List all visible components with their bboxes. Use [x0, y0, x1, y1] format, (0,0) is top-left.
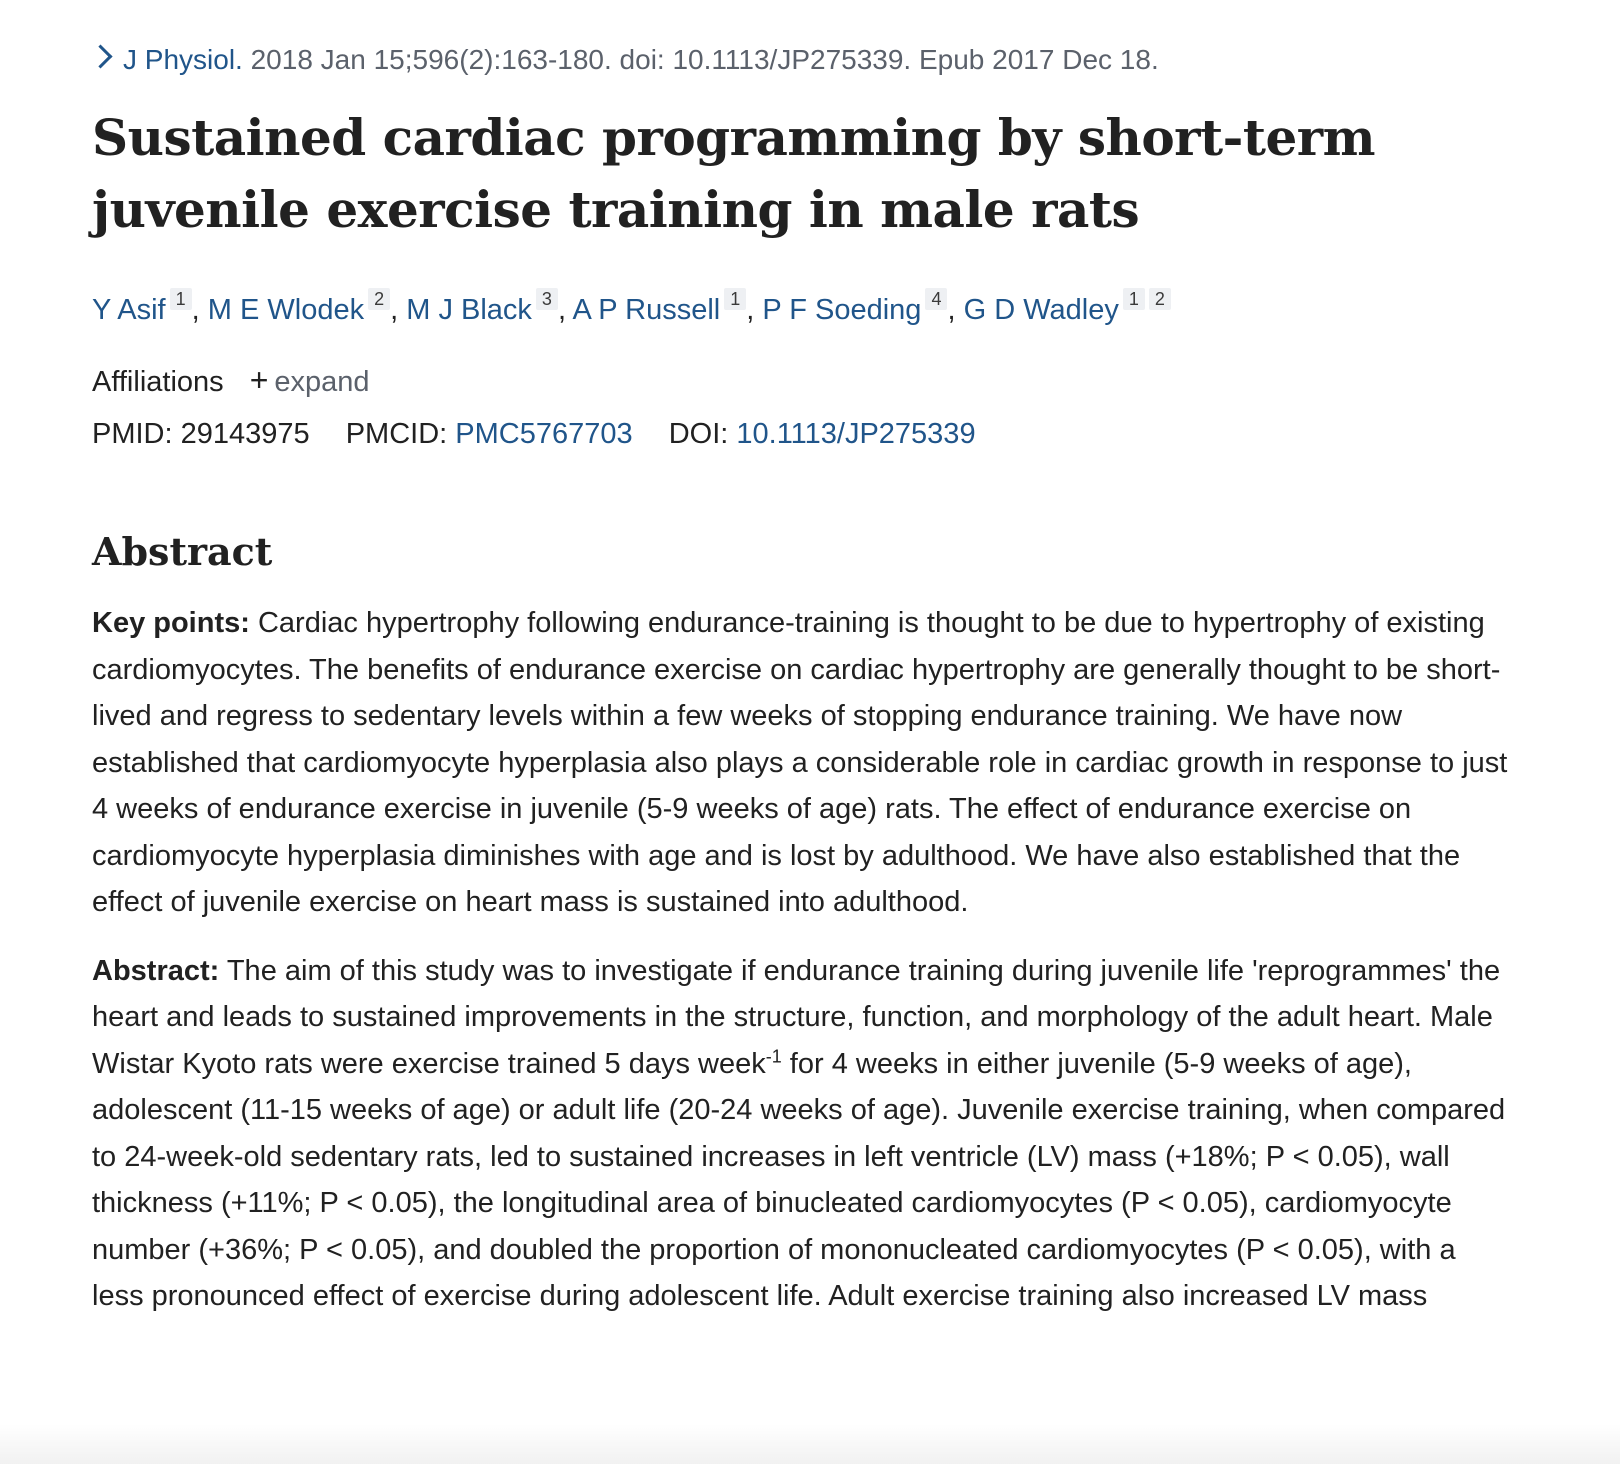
chevron-right-icon[interactable] [88, 44, 113, 69]
pmid-label: PMID: [92, 418, 173, 450]
affiliations-expand-button[interactable]: + expand [250, 362, 370, 398]
pmcid-link[interactable]: PMC5767703 [455, 418, 633, 450]
affiliation-number[interactable]: 2 [1148, 288, 1171, 310]
article-page: J Physiol. 2018 Jan 15;596(2):163-180. d… [88, 40, 1552, 1320]
pmid-value: 29143975 [180, 418, 310, 450]
affiliation-number[interactable]: 1 [724, 288, 747, 310]
abstract-label: Abstract: [92, 954, 220, 987]
author-link[interactable]: Y Asif [92, 294, 166, 326]
author-link[interactable]: P F Soeding [762, 294, 922, 326]
abstract-text-part-2: for 4 weeks in either juvenile (5-9 week… [92, 1047, 1506, 1313]
article-title: Sustained cardiac programming by short-t… [92, 108, 1376, 239]
key-points-text: Cardiac hypertrophy following endurance-… [92, 607, 1508, 918]
citation-details: 2018 Jan 15;596(2):163-180. doi: 10.1113… [242, 44, 1159, 75]
key-points-paragraph: Key points: Cardiac hypertrophy followin… [92, 600, 1512, 926]
affiliation-number[interactable]: 1 [169, 288, 192, 310]
pmcid-label: PMCID: [345, 418, 448, 450]
abstract-paragraph: Abstract: The aim of this study was to i… [92, 948, 1512, 1320]
pmid-group: PMID: 29143975 [92, 418, 310, 450]
affiliation-number[interactable]: 2 [368, 288, 391, 310]
doi-label: DOI: [668, 418, 729, 450]
doi-link[interactable]: 10.1113/JP275339 [736, 418, 976, 450]
affiliations-label: Affiliations [92, 366, 224, 398]
affiliation-number[interactable]: 3 [535, 288, 558, 310]
doi-group: DOI: 10.1113/JP275339 [669, 418, 976, 450]
author-link[interactable]: G D Wadley [963, 294, 1119, 326]
author-list: Y Asif 1, M E Wlodek 2, M J Black 3, A P Ru… [92, 288, 1552, 330]
affiliations-row: Affiliations + expand [92, 360, 1552, 402]
expand-label: expand [274, 366, 370, 398]
author-link[interactable]: M E Wlodek [207, 294, 365, 326]
identifiers-row: PMID: 29143975 PMCID: PMC5767703 DOI: 10… [92, 414, 1552, 454]
abstract-heading: Abstract [92, 529, 273, 574]
pmcid-group: PMCID: PMC5767703 [346, 418, 633, 450]
affiliation-number[interactable]: 4 [925, 288, 948, 310]
citation-line: J Physiol. 2018 Jan 15;596(2):163-180. d… [88, 40, 1552, 80]
plus-icon: + [249, 362, 269, 398]
abstract-superscript: -1 [765, 1045, 782, 1066]
author-link[interactable]: M J Black [406, 294, 532, 326]
abstract-text-part-1: The aim of this study was to investigate… [92, 954, 1501, 1080]
bottom-fade [0, 1424, 1620, 1464]
author-link[interactable]: A P Russell [572, 294, 721, 326]
key-points-label: Key points: [92, 607, 250, 639]
affiliation-number[interactable]: 1 [1122, 288, 1145, 310]
journal-link[interactable]: J Physiol. [123, 44, 243, 75]
